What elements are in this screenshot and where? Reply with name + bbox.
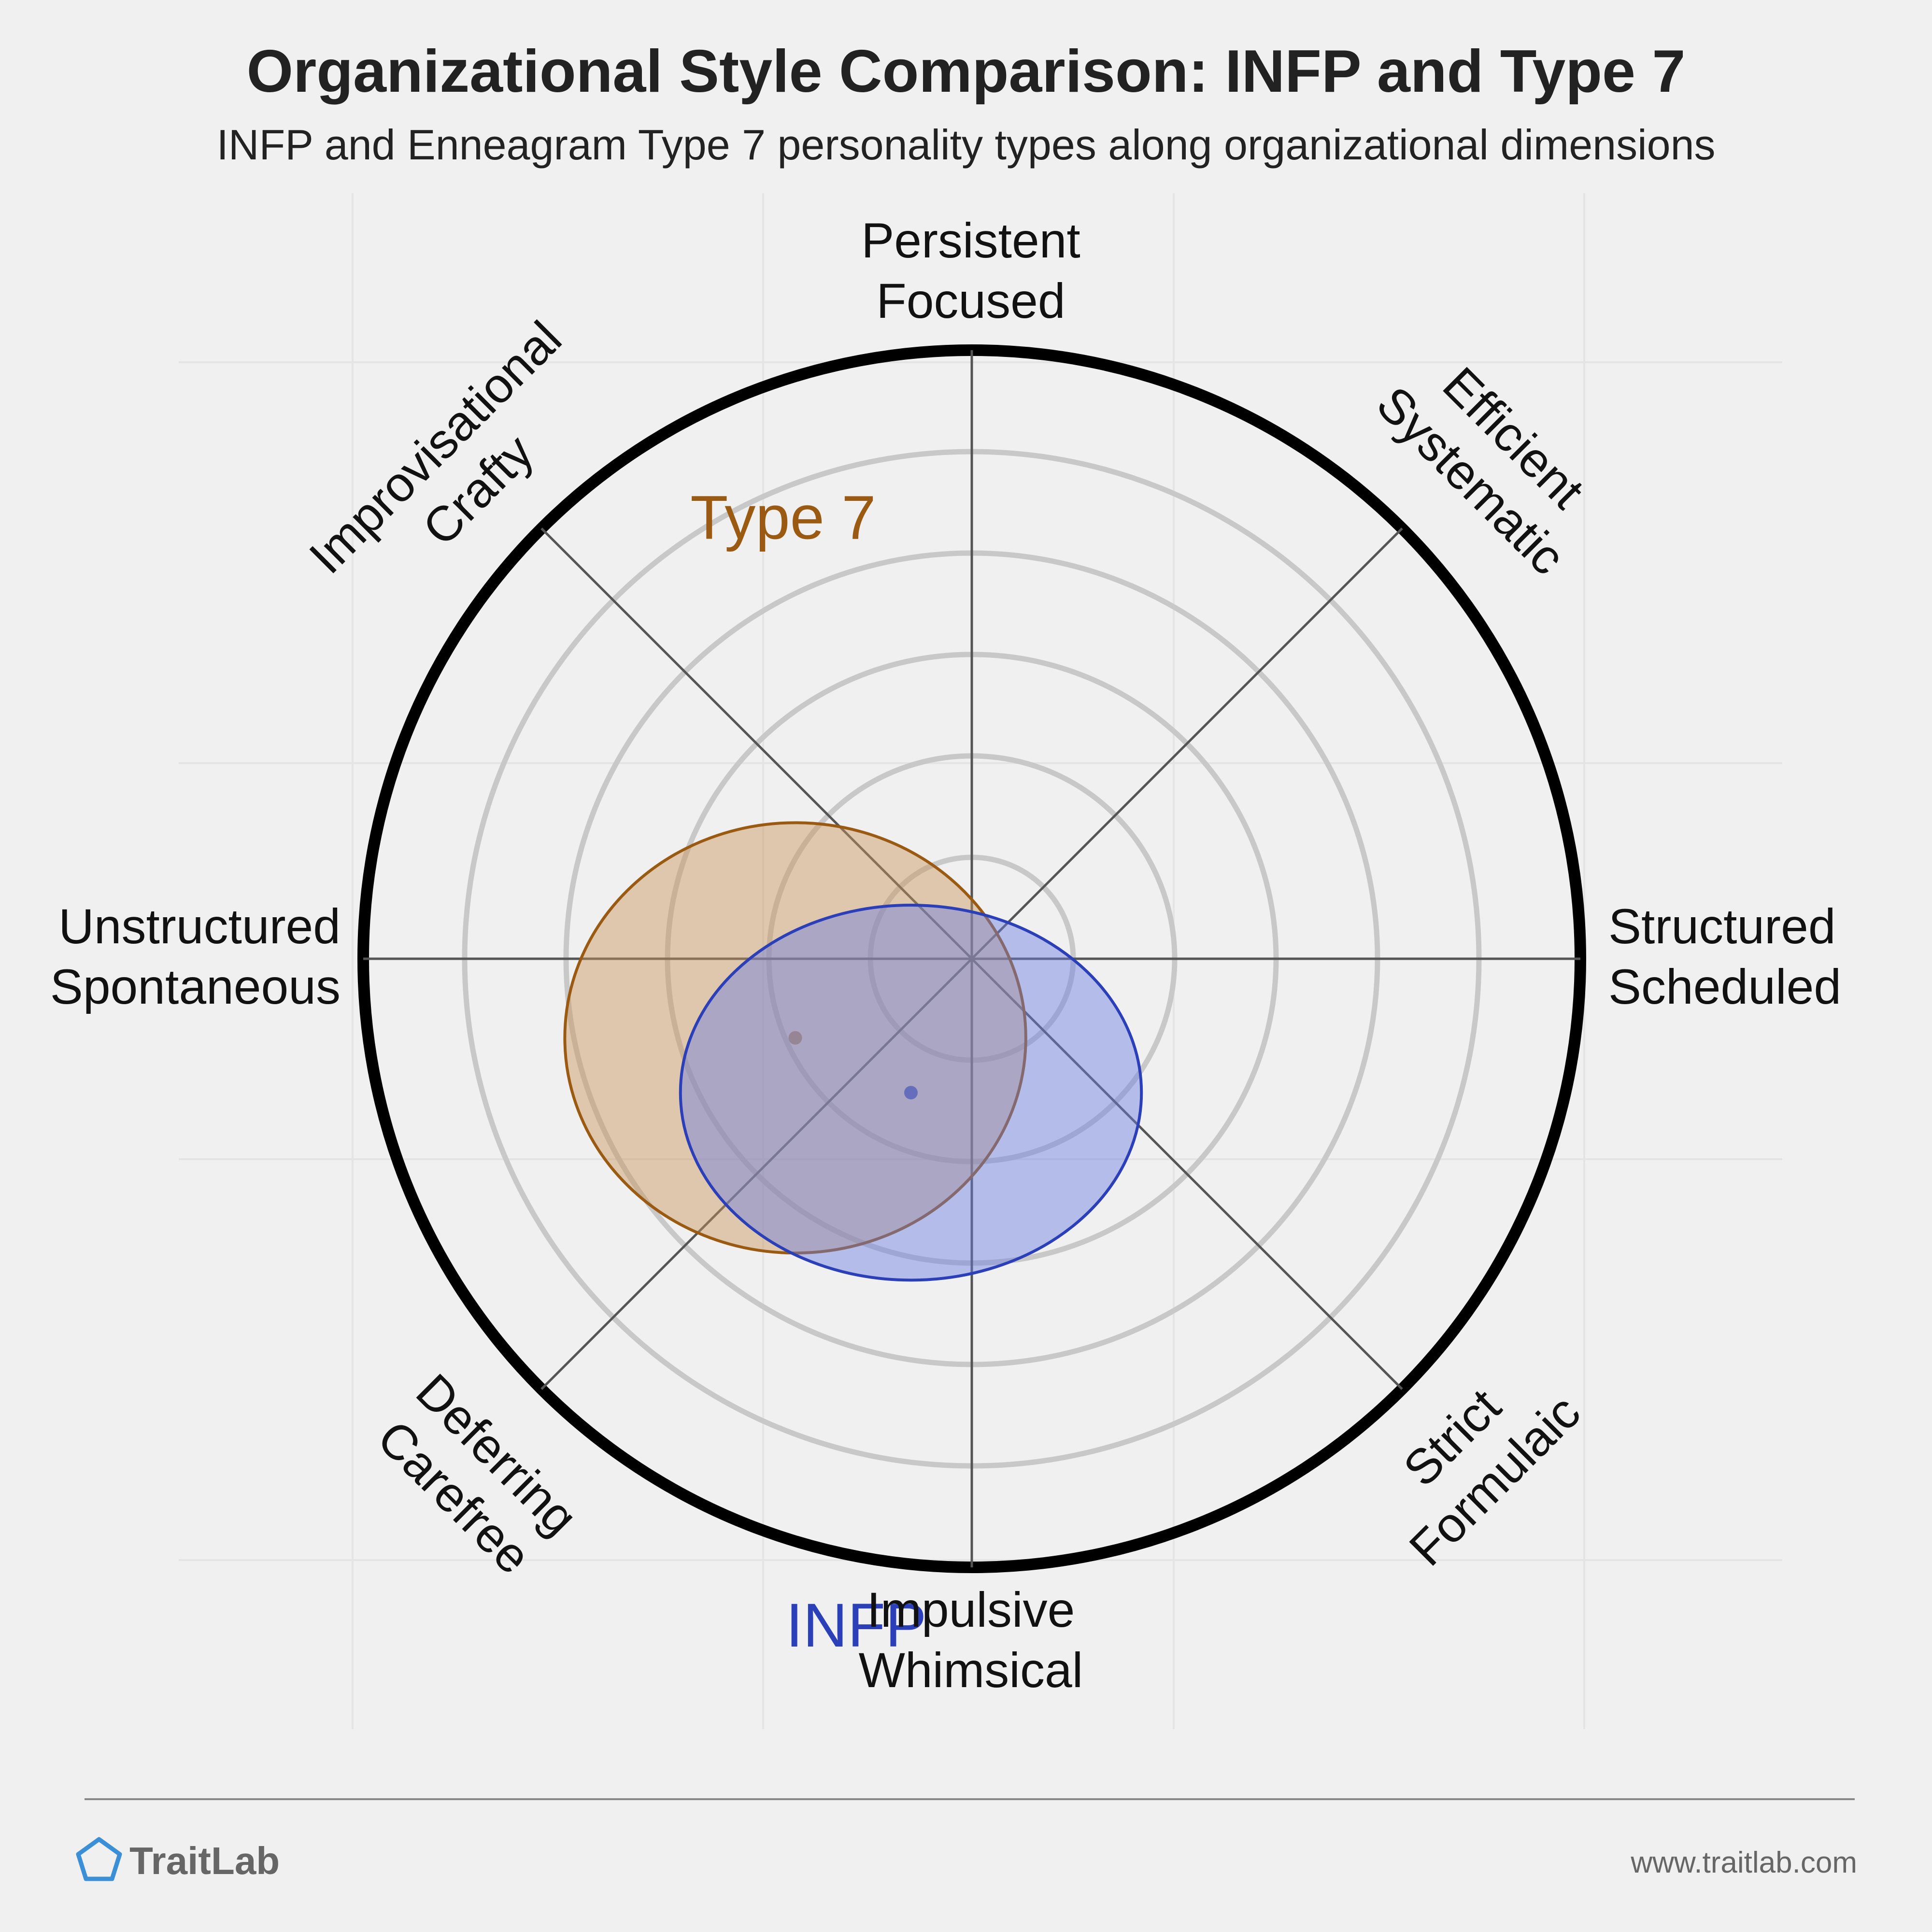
axis-label-line: Whimsical [859,1643,1083,1698]
series-label-type-7: Type 7 [690,483,876,553]
chart-subtitle: INFP and Enneagram Type 7 personality ty… [216,121,1715,169]
chart-title: Organizational Style Comparison: INFP an… [247,38,1686,105]
series-center-type-7 [788,1031,802,1045]
axis-label-line: Unstructured [58,899,341,954]
axis-label-line: Persistent [861,213,1080,268]
series-center-infp [904,1086,918,1100]
axis-label-line: Spontaneous [50,959,341,1014]
axis-label-line: Focused [876,273,1065,328]
footer-url: www.traitlab.com [1630,1846,1857,1879]
series-layer: Type 7 INFP [563,483,1143,1660]
axis-label-bottom: Impulsive Whimsical [859,1582,1083,1698]
footer-brand: TraitLab [129,1839,280,1882]
radar-spoke [540,527,1403,1390]
radar-spokes [363,350,1580,1567]
traitlab-logo-icon [76,1837,122,1881]
axis-label-line: Scheduled [1608,959,1841,1014]
series-label-infp: INFP [786,1591,927,1660]
axis-label-line: Structured [1608,899,1836,954]
axis-label-line: Impulsive [867,1582,1075,1637]
